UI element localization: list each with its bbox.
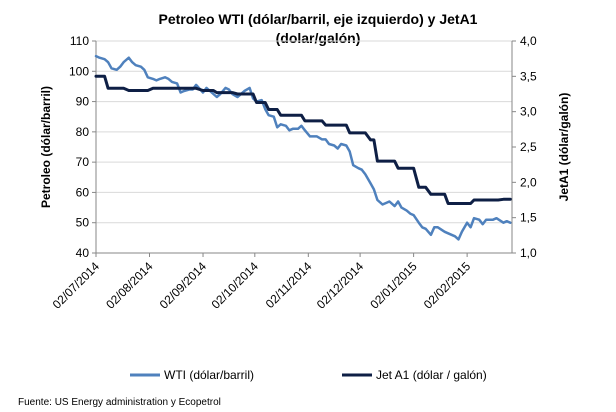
gridlines — [96, 40, 512, 224]
x-tick-label: 02/01/2015 — [367, 259, 420, 312]
left-y-axis-ticks: 40 50 60 70 80 90 100 110 — [69, 34, 96, 260]
right-y-tick-label: 2,0 — [520, 175, 537, 189]
right-y-axis-ticks: 1,0 1,5 2,0 2,5 3,0 3,5 4,0 — [512, 34, 537, 260]
x-tick-label: 02/10/2014 — [209, 259, 262, 312]
left-y-axis-title: Petroleo (dólar/barril) — [39, 86, 53, 208]
right-y-tick-label: 4,0 — [520, 34, 537, 48]
right-y-tick-label: 3,5 — [520, 69, 537, 83]
left-y-tick-label: 50 — [76, 216, 90, 230]
series-layer — [94, 54, 512, 241]
left-y-tick-label: 110 — [70, 34, 89, 48]
right-y-tick-label: 1,5 — [520, 211, 537, 225]
legend-label-jet: Jet A1 (dólar / galón) — [376, 368, 487, 382]
source-note: Fuente: US Energy administration y Ecope… — [18, 397, 221, 408]
left-y-tick-label: 70 — [76, 155, 90, 169]
legend: WTI (dólar/barril) Jet A1 (dólar / galón… — [130, 368, 487, 382]
x-tick-label: 02/12/2014 — [314, 259, 367, 312]
x-tick-label: 02/09/2014 — [157, 259, 210, 312]
x-tick-label: 02/11/2014 — [263, 259, 315, 311]
left-y-tick-label: 40 — [76, 246, 90, 260]
x-tick-label: 02/07/2014 — [50, 259, 103, 312]
right-y-axis-title: JetA1 (dólar/galón) — [557, 93, 571, 202]
left-y-tick-label: 100 — [69, 64, 89, 78]
chart-title-line-1: Petroleo WTI (dólar/barril, eje izquierd… — [159, 11, 478, 27]
x-axis-ticks: 02/07/2014 02/08/2014 02/09/2014 02/10/2014… — [50, 253, 474, 312]
wti-series-line — [94, 54, 512, 241]
chart-title-line-2: (dolar/galón) — [276, 30, 361, 46]
right-y-tick-label: 1,0 — [520, 246, 537, 260]
left-y-tick-label: 80 — [76, 125, 90, 139]
right-y-tick-label: 2,5 — [520, 140, 537, 154]
x-tick-label: 02/02/2015 — [421, 259, 474, 312]
jeta1-series-line — [94, 74, 512, 205]
x-tick-label: 02/08/2014 — [103, 259, 156, 312]
right-y-tick-label: 3,0 — [520, 105, 537, 119]
left-y-tick-label: 90 — [76, 95, 90, 109]
legend-label-wti: WTI (dólar/barril) — [164, 368, 254, 382]
left-y-tick-label: 60 — [76, 185, 90, 199]
